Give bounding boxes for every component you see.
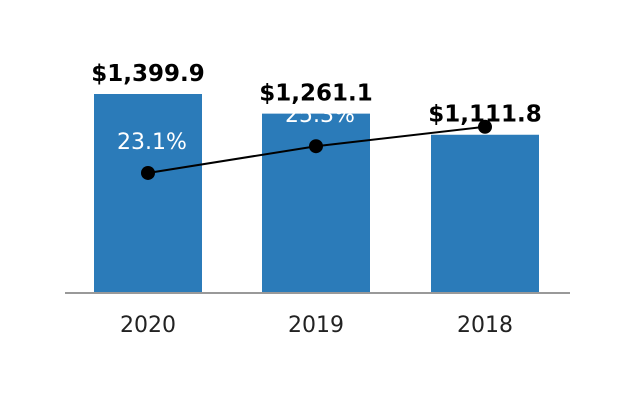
bar-value-label-2019: $1,261.1 xyxy=(259,81,373,107)
bar-value-label-2020: $1,399.9 xyxy=(91,61,205,87)
x-tick-label-2020: 2020 xyxy=(120,313,176,338)
percentage-label-2020: 23.1% xyxy=(117,130,187,155)
bar-2020 xyxy=(94,94,202,292)
percentage-label-2019: 25.3% xyxy=(285,103,355,128)
percentage-label-2018: 26.9% xyxy=(454,84,524,109)
percentage-line-layer xyxy=(141,119,492,180)
x-axis: 2020 2019 2018 xyxy=(65,292,570,338)
x-tick-label-2018: 2018 xyxy=(457,313,513,338)
labels-layer: $1,399.9 $1,261.1 $1,111.8 23.1% 25.3% 26.9% xyxy=(91,61,542,155)
percentage-marker-2020 xyxy=(141,165,155,180)
x-tick-label-2019: 2019 xyxy=(288,313,344,338)
bar-value-label-2018: $1,111.8 xyxy=(428,102,542,128)
percentage-marker-2019 xyxy=(309,139,323,154)
bar-2018 xyxy=(431,134,539,292)
percentage-marker-2018 xyxy=(478,119,492,134)
